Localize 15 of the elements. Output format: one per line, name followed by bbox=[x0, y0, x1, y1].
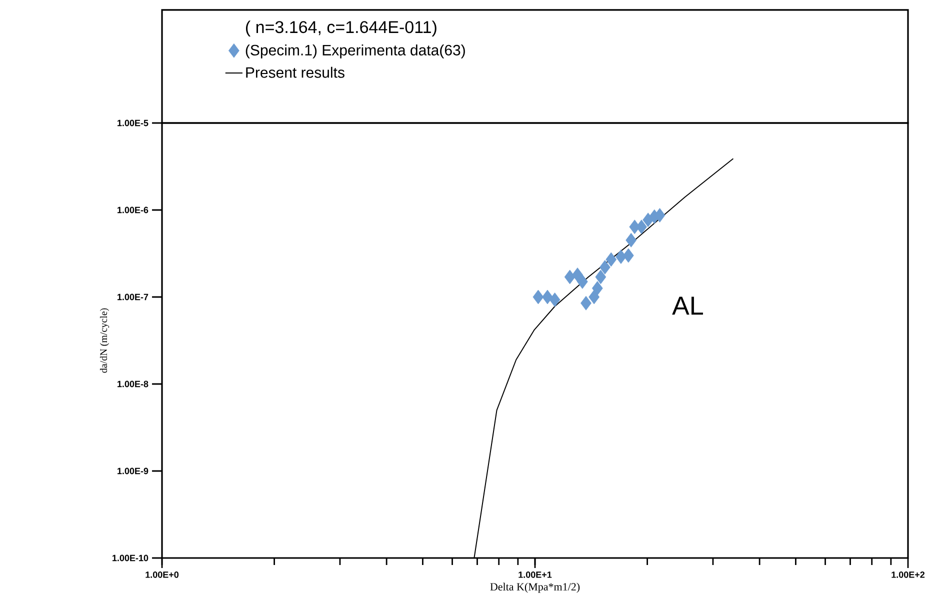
x-axis-title: Delta K(Mpa*m1/2) bbox=[490, 582, 580, 593]
annotation: AL bbox=[672, 296, 703, 315]
legend-label: (Specim.1) Experimenta data(63) bbox=[246, 44, 465, 58]
y-tick-label: 1.00E-6 bbox=[118, 206, 148, 214]
legend-title: ( n=3.164, c=1.644E-011) bbox=[246, 20, 436, 36]
x-tick-label: 1.00E+1 bbox=[518, 572, 552, 578]
y-tick-label: 1.00E-5 bbox=[118, 120, 148, 126]
legend-label: Present results bbox=[246, 66, 344, 78]
x-tick-label: 1.00E+2 bbox=[892, 572, 925, 578]
y-tick-label: 1.00E-10 bbox=[112, 554, 148, 562]
y-tick-label: 1.00E-9 bbox=[118, 468, 148, 474]
y-tick-label: 1.00E-7 bbox=[118, 294, 148, 300]
x-tick-label: 1.00E+0 bbox=[146, 572, 179, 578]
y-axis-title: da/dN (m/cycle) bbox=[100, 308, 110, 373]
y-tick-label: 1.00E-8 bbox=[118, 380, 148, 388]
